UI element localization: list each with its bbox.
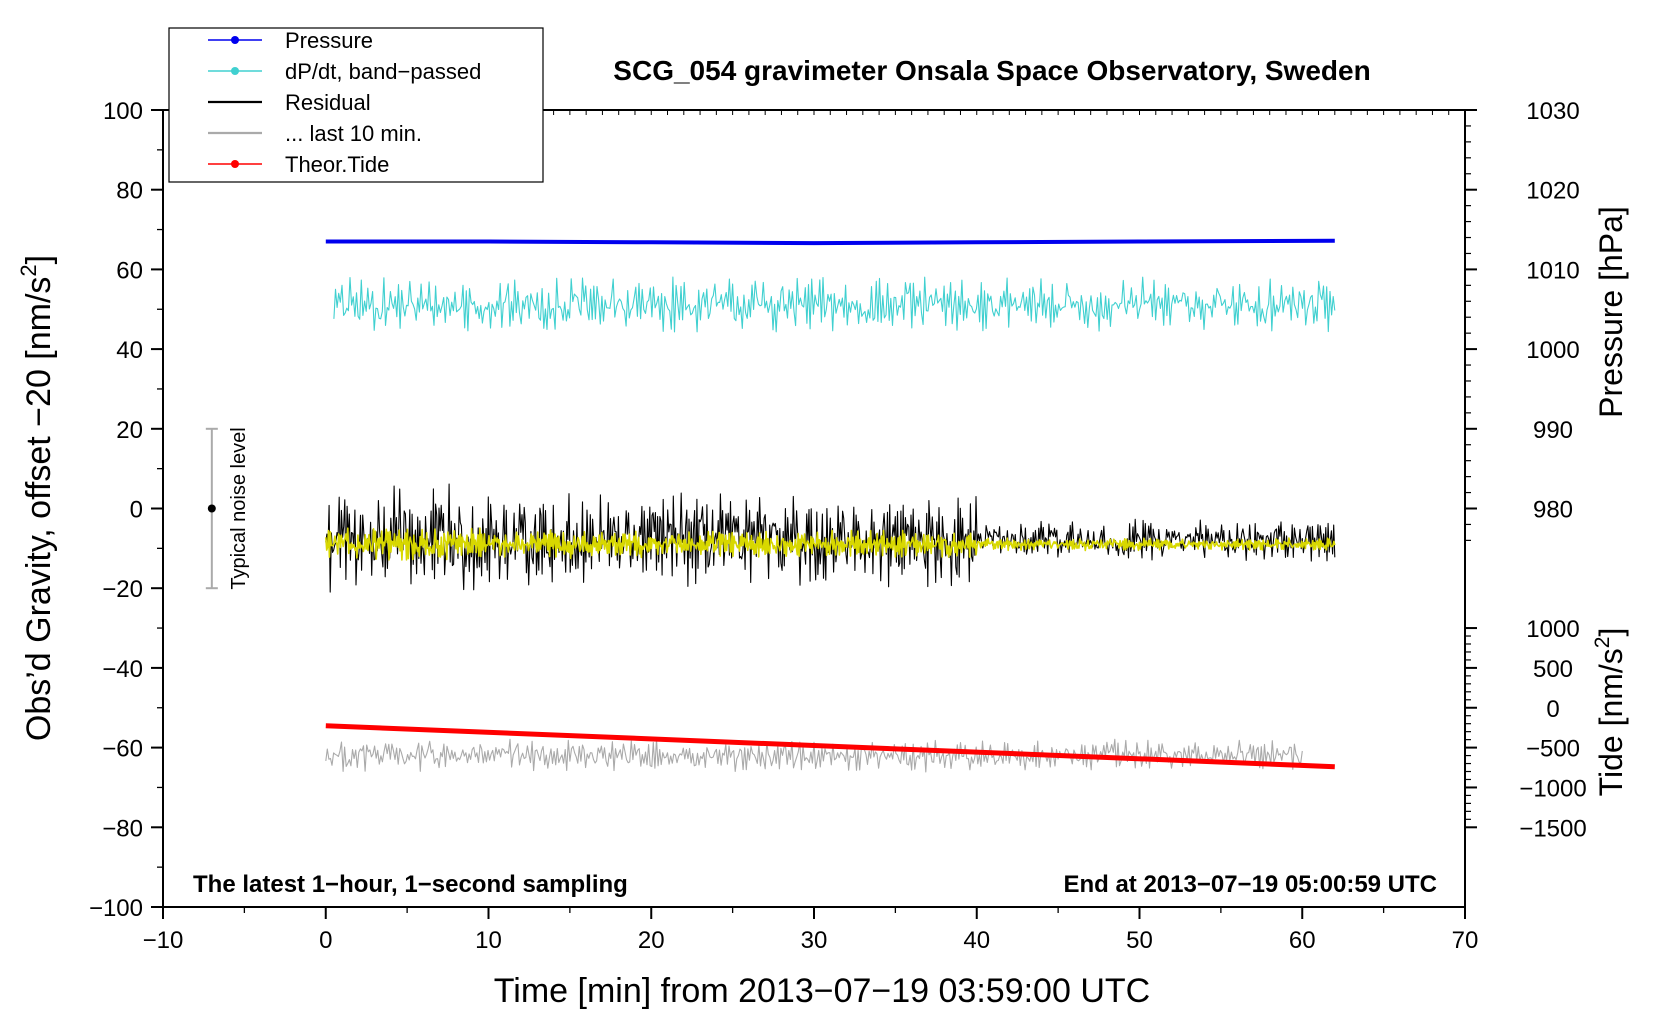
chart-title: SCG_054 gravimeter Onsala Space Observat…: [613, 55, 1370, 86]
x-tick-label: 10: [475, 927, 502, 954]
legend-box: [168, 27, 544, 183]
y-tick-label: 80: [116, 178, 143, 205]
legend-label: dP/dt, band−passed: [285, 59, 481, 84]
noise-bar-center-dot: [207, 504, 216, 513]
tide-tick-label: 500: [1533, 656, 1573, 683]
tide-axis-label-sup: 2: [1591, 637, 1614, 649]
x-axis-label: Time [min] from 2013−07−19 03:59:00 UTC: [494, 972, 1150, 1010]
noise-bar-label: Typical noise level: [228, 427, 250, 589]
plot-frame: [162, 109, 1466, 908]
y-tick-label: 0: [130, 497, 143, 524]
y-tick-label: −20: [102, 576, 143, 603]
axis-ticks: −10 0 10 20 30 40 50 60 70−100−80−60−40−20020406…: [89, 98, 1587, 954]
tide-tick-label: −500: [1526, 736, 1580, 763]
legend: Pressure dP/dt, band−passed Residual ... la…: [168, 27, 544, 183]
legend-label: Residual: [285, 90, 371, 115]
x-tick-label: 30: [801, 927, 828, 954]
annotation-end-time: End at 2013−07−19 05:00:59 UTC: [1063, 871, 1437, 898]
pressure-tick-label: 980: [1533, 497, 1573, 524]
annotation-sampling: The latest 1−hour, 1−second sampling: [193, 871, 628, 898]
legend-marker: [231, 160, 239, 168]
y-tick-label: 40: [116, 337, 143, 364]
x-tick-label: −10: [143, 927, 184, 954]
y-axis-label-text: Obs’d Gravity, offset −20 [nm/s: [20, 277, 58, 742]
x-tick-label: 70: [1452, 927, 1479, 954]
series-residual-filtered: [325, 527, 1336, 561]
pressure-tick-label: 1010: [1526, 257, 1579, 284]
y-tick-label: 60: [116, 257, 143, 284]
legend-label: Theor.Tide: [285, 152, 389, 177]
x-tick-label: 60: [1289, 927, 1316, 954]
tide-axis-label-close: ]: [1593, 628, 1629, 637]
tide-axis-label-text: Tide [nm/s: [1593, 648, 1629, 796]
series-theor-tide: [325, 723, 1335, 770]
x-tick-label: 20: [638, 927, 665, 954]
pressure-tick-label: 1030: [1526, 98, 1579, 125]
tide-tick-label: 1000: [1526, 616, 1579, 643]
x-tick-label: 40: [963, 927, 990, 954]
pressure-tick-label: 1000: [1526, 337, 1579, 364]
y-tick-label: 100: [103, 98, 143, 125]
noise-bar: Typical noise level: [205, 427, 250, 590]
pressure-axis-label: Pressure [hPa]: [1593, 206, 1629, 418]
y-tick-label: −80: [102, 815, 143, 842]
legend-marker: [231, 36, 239, 44]
series-dp-dt-band-passed: [333, 276, 1336, 333]
x-tick-label: 50: [1126, 927, 1153, 954]
y-tick-label: −100: [89, 895, 143, 922]
tide-axis-label: Tide [nm/s2]: [1591, 628, 1629, 797]
legend-label: ... last 10 min.: [285, 121, 422, 146]
tide-tick-label: −1000: [1519, 775, 1586, 802]
y-tick-label: −40: [102, 656, 143, 683]
pressure-tick-label: 990: [1533, 417, 1573, 444]
series--last-10-min-: [325, 738, 1303, 773]
y-axis-label-close: ]: [20, 255, 58, 264]
legend-marker: [231, 67, 239, 75]
series-pressure: [325, 238, 1335, 246]
tide-tick-label: 0: [1546, 696, 1559, 723]
y-tick-label: 20: [116, 417, 143, 444]
pressure-tick-label: 1020: [1526, 178, 1579, 205]
y-axis-label: Obs’d Gravity, offset −20 [nm/s2]: [16, 255, 58, 741]
series-layer: [325, 238, 1336, 773]
y-tick-label: −60: [102, 736, 143, 763]
legend-label: Pressure: [285, 28, 373, 53]
series-residual: [325, 483, 1336, 593]
tide-tick-label: −1500: [1519, 815, 1586, 842]
x-tick-label: 0: [319, 927, 332, 954]
y-axis-label-sup: 2: [16, 264, 41, 276]
